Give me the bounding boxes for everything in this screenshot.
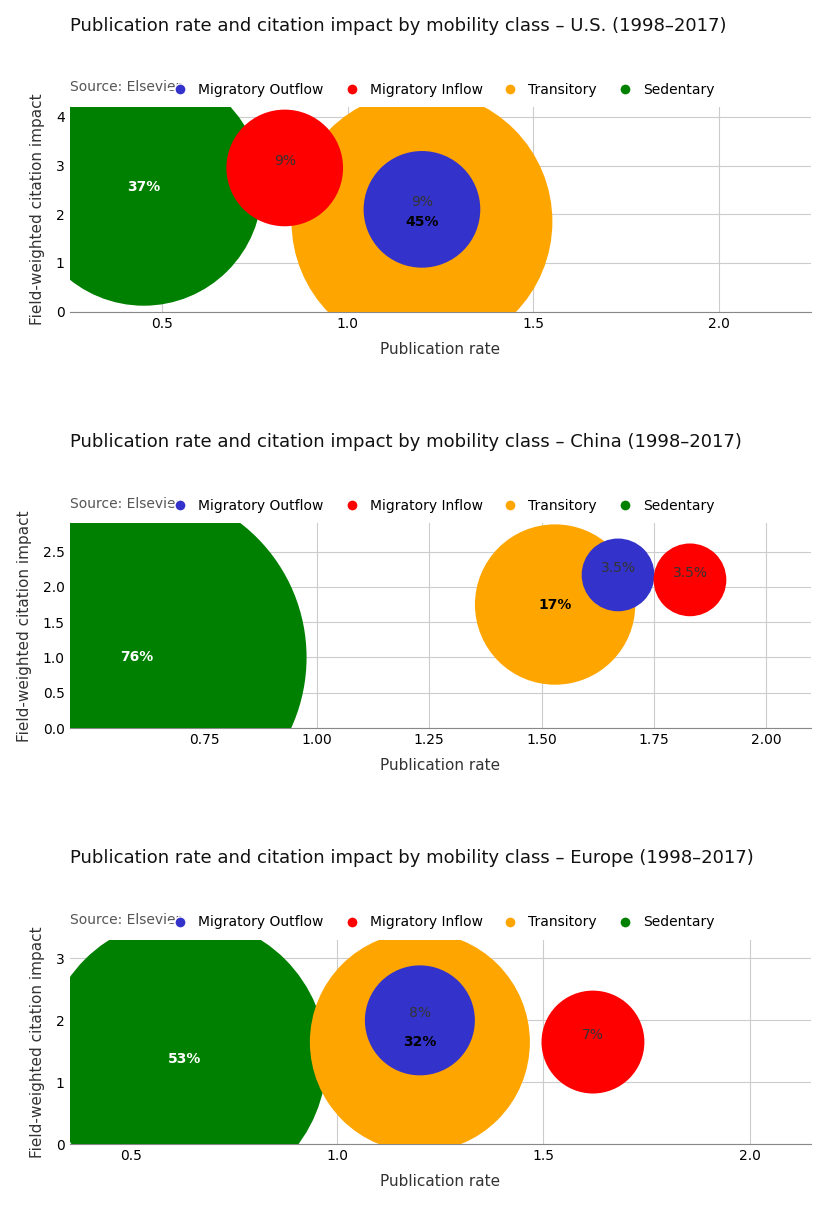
Text: 32%: 32% xyxy=(403,1035,436,1049)
Legend: Migratory Outflow, Migratory Inflow, Transitory, Sedentary: Migratory Outflow, Migratory Inflow, Tra… xyxy=(160,909,719,935)
Y-axis label: Field-weighted citation impact: Field-weighted citation impact xyxy=(17,510,31,742)
Text: 3.5%: 3.5% xyxy=(672,566,706,580)
Text: Source: Elsevier: Source: Elsevier xyxy=(69,913,180,927)
Point xyxy=(131,648,144,667)
X-axis label: Publication rate: Publication rate xyxy=(380,1175,500,1189)
Point xyxy=(415,212,428,232)
Text: 17%: 17% xyxy=(538,597,571,611)
Y-axis label: Field-weighted citation impact: Field-weighted citation impact xyxy=(30,94,45,326)
Legend: Migratory Outflow, Migratory Inflow, Transitory, Sedentary: Migratory Outflow, Migratory Inflow, Tra… xyxy=(160,77,719,103)
X-axis label: Publication rate: Publication rate xyxy=(380,759,500,773)
Text: Publication rate and citation impact by mobility class – China (1998–2017): Publication rate and citation impact by … xyxy=(69,433,741,451)
Text: 37%: 37% xyxy=(127,181,160,194)
Text: Publication rate and citation impact by mobility class – Europe (1998–2017): Publication rate and citation impact by … xyxy=(69,849,753,867)
Text: Source: Elsevier: Source: Elsevier xyxy=(69,81,180,94)
Y-axis label: Field-weighted citation impact: Field-weighted citation impact xyxy=(30,926,45,1158)
Legend: Migratory Outflow, Migratory Inflow, Transitory, Sedentary: Migratory Outflow, Migratory Inflow, Tra… xyxy=(160,493,719,519)
Text: Source: Elsevier: Source: Elsevier xyxy=(69,497,180,511)
Text: 7%: 7% xyxy=(581,1028,603,1042)
Point xyxy=(413,1011,426,1030)
Point xyxy=(413,1032,426,1052)
Text: 76%: 76% xyxy=(120,650,154,665)
Point xyxy=(610,566,624,585)
Point xyxy=(547,595,561,614)
Point xyxy=(278,158,291,177)
Text: 8%: 8% xyxy=(409,1006,430,1020)
Point xyxy=(415,200,428,219)
Text: 45%: 45% xyxy=(404,215,438,228)
Point xyxy=(137,177,151,197)
Point xyxy=(178,1049,191,1069)
Point xyxy=(682,570,696,590)
Text: 3.5%: 3.5% xyxy=(600,561,635,575)
X-axis label: Publication rate: Publication rate xyxy=(380,341,500,357)
Text: 9%: 9% xyxy=(410,195,433,210)
Text: 9%: 9% xyxy=(274,154,295,168)
Point xyxy=(586,1032,599,1052)
Text: 53%: 53% xyxy=(168,1053,202,1066)
Text: Publication rate and citation impact by mobility class – U.S. (1998–2017): Publication rate and citation impact by … xyxy=(69,17,725,35)
